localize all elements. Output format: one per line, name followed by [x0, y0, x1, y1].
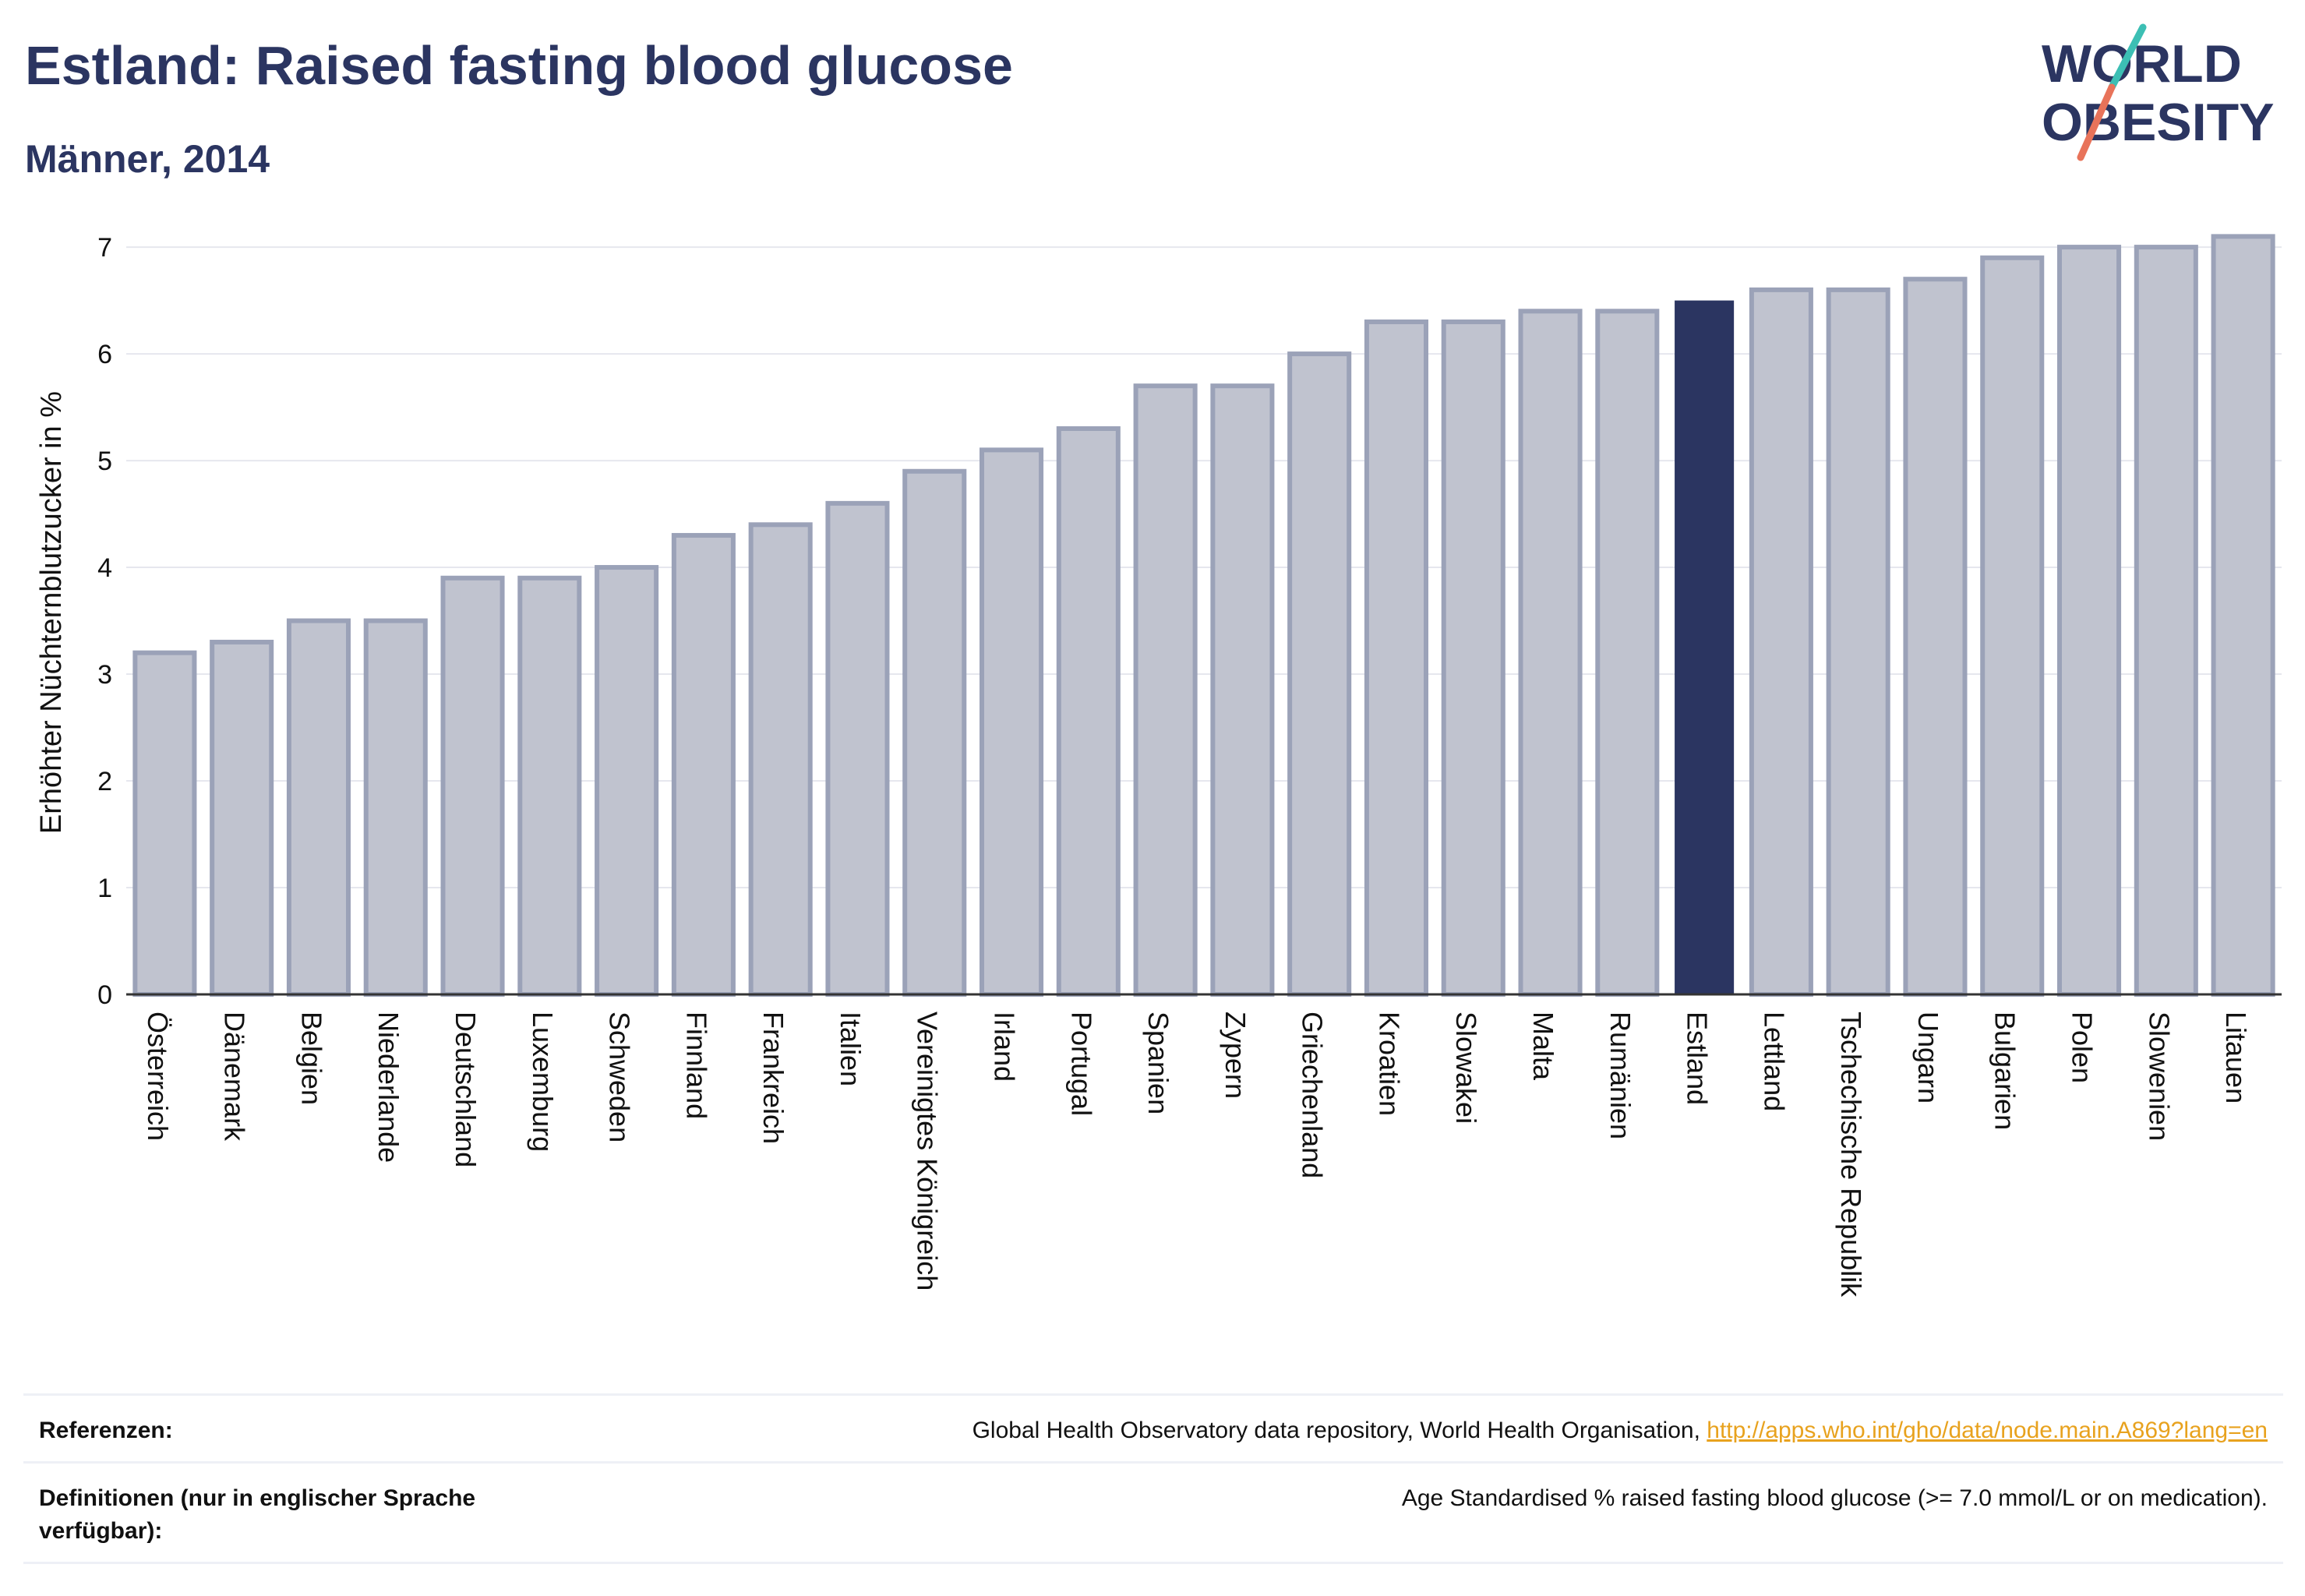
x-tick-label: Irland [989, 1012, 1021, 1082]
x-tick-label: Luxemburg [527, 1012, 559, 1152]
x-tick-label: Schweden [604, 1012, 636, 1142]
y-tick-label: 4 [97, 553, 112, 583]
logo-slash-teal [2108, 23, 2147, 91]
bar-18 [1518, 309, 1583, 997]
x-tick-label: Vereinigtes Königreich [912, 1012, 944, 1291]
x-tick-label: Belgien [295, 1012, 327, 1105]
bar-14 [1210, 383, 1275, 997]
bar-6 [595, 565, 659, 997]
bar-24 [1980, 255, 2045, 998]
x-tick-label: Ungarn [1912, 1012, 1944, 1103]
bar-3 [363, 618, 428, 998]
y-tick-label: 2 [97, 767, 112, 796]
y-axis-ticks: 0 1 2 3 4 5 6 7 [97, 233, 112, 1010]
bar-5 [517, 575, 582, 997]
x-tick-label: Spanien [1142, 1012, 1174, 1114]
bar-12 [1056, 425, 1121, 997]
x-tick-label: Rumänien [1604, 1012, 1636, 1139]
x-axis-ticks: Österreich Dänemark Belgien Niederlande Deut… [142, 1012, 2252, 1298]
x-tick-label: Malta [1527, 1012, 1559, 1081]
x-tick-label: Italien [835, 1012, 867, 1086]
y-tick-label: 3 [97, 660, 112, 690]
x-tick-label: Portugal [1065, 1012, 1097, 1116]
chart-subtitle: Männer, 2014 [25, 137, 270, 181]
bar-17 [1441, 319, 1505, 997]
x-tick-label: Dänemark [219, 1012, 251, 1142]
bar-chart: 0 1 2 3 4 5 6 7 Österreich Dänemark Belgien Nieder… [35, 233, 2282, 1298]
bar-2 [286, 618, 351, 998]
world-obesity-logo[interactable]: WORLD OBESITY [2026, 23, 2291, 164]
bar-22 [1826, 287, 1890, 998]
bar-21 [1749, 287, 1813, 998]
logo-word-world: WORLD [2042, 34, 2242, 94]
x-tick-label: Estland [1682, 1012, 1714, 1105]
bars [132, 234, 2275, 998]
x-tick-label: Slowakei [1450, 1012, 1482, 1124]
bar-27 [2211, 234, 2275, 997]
x-tick-label: Deutschland [450, 1012, 482, 1167]
y-tick-label: 0 [97, 980, 112, 1010]
bar-20 [1675, 300, 1735, 994]
x-tick-label: Polen [2067, 1012, 2099, 1083]
chart-title: Estland: Raised fasting blood glucose [25, 35, 1013, 96]
y-tick-label: 6 [97, 340, 112, 369]
bar-11 [980, 447, 1044, 997]
bar-7 [671, 532, 736, 997]
y-tick-label: 1 [97, 874, 112, 903]
references-value: Global Health Observatory data repositor… [972, 1414, 2268, 1447]
bar-9 [825, 500, 890, 997]
bar-26 [2134, 245, 2198, 997]
definitions-label: Definitionen (nur in englischer Sprache … [39, 1485, 476, 1544]
references-row: Referenzen: Global Health Observatory da… [23, 1393, 2283, 1461]
references-table: Referenzen: Global Health Observatory da… [23, 1393, 2283, 1564]
x-tick-label: Lettland [1758, 1012, 1790, 1111]
x-tick-label: Slowenien [2143, 1012, 2175, 1141]
bar-13 [1133, 383, 1198, 997]
definitions-row: Definitionen (nur in englischer Sprache … [23, 1461, 2283, 1564]
x-tick-label: Kroatien [1373, 1012, 1405, 1116]
bar-15 [1287, 351, 1352, 997]
x-tick-label: Niederlande [372, 1012, 404, 1163]
bar-23 [1903, 277, 1968, 997]
x-tick-label: Tschechische Republik [1835, 1012, 1867, 1298]
bar-16 [1364, 319, 1428, 997]
x-tick-label: Frankreich [757, 1012, 789, 1144]
x-tick-label: Zypern [1220, 1012, 1251, 1099]
bar-8 [748, 522, 813, 997]
x-tick-label: Bulgarien [1989, 1012, 2021, 1130]
bar-4 [440, 575, 505, 997]
bar-10 [902, 468, 967, 997]
logo-word-obesity: OBESITY [2042, 93, 2275, 152]
y-tick-label: 7 [97, 233, 112, 263]
references-label: Referenzen: [39, 1418, 173, 1443]
x-tick-label: Finnland [680, 1012, 712, 1119]
y-tick-label: 5 [97, 447, 112, 476]
references-link[interactable]: http://apps.who.int/gho/data/node.main.A… [1707, 1418, 2268, 1443]
bar-25 [2057, 245, 2122, 997]
bar-0 [132, 650, 197, 998]
references-source: Global Health Observatory data repositor… [972, 1418, 1700, 1443]
definitions-value: Age Standardised % raised fasting blood … [1401, 1485, 2268, 1511]
x-tick-label: Litauen [2220, 1012, 2252, 1103]
y-axis-label: Erhöhter Nüchternblutzucker in % [35, 391, 68, 834]
bar-1 [210, 639, 274, 997]
x-tick-label: Griechenland [1297, 1012, 1329, 1178]
logo-slash-coral [2077, 83, 2116, 161]
x-tick-label: Österreich [142, 1012, 174, 1141]
bar-19 [1595, 309, 1660, 997]
